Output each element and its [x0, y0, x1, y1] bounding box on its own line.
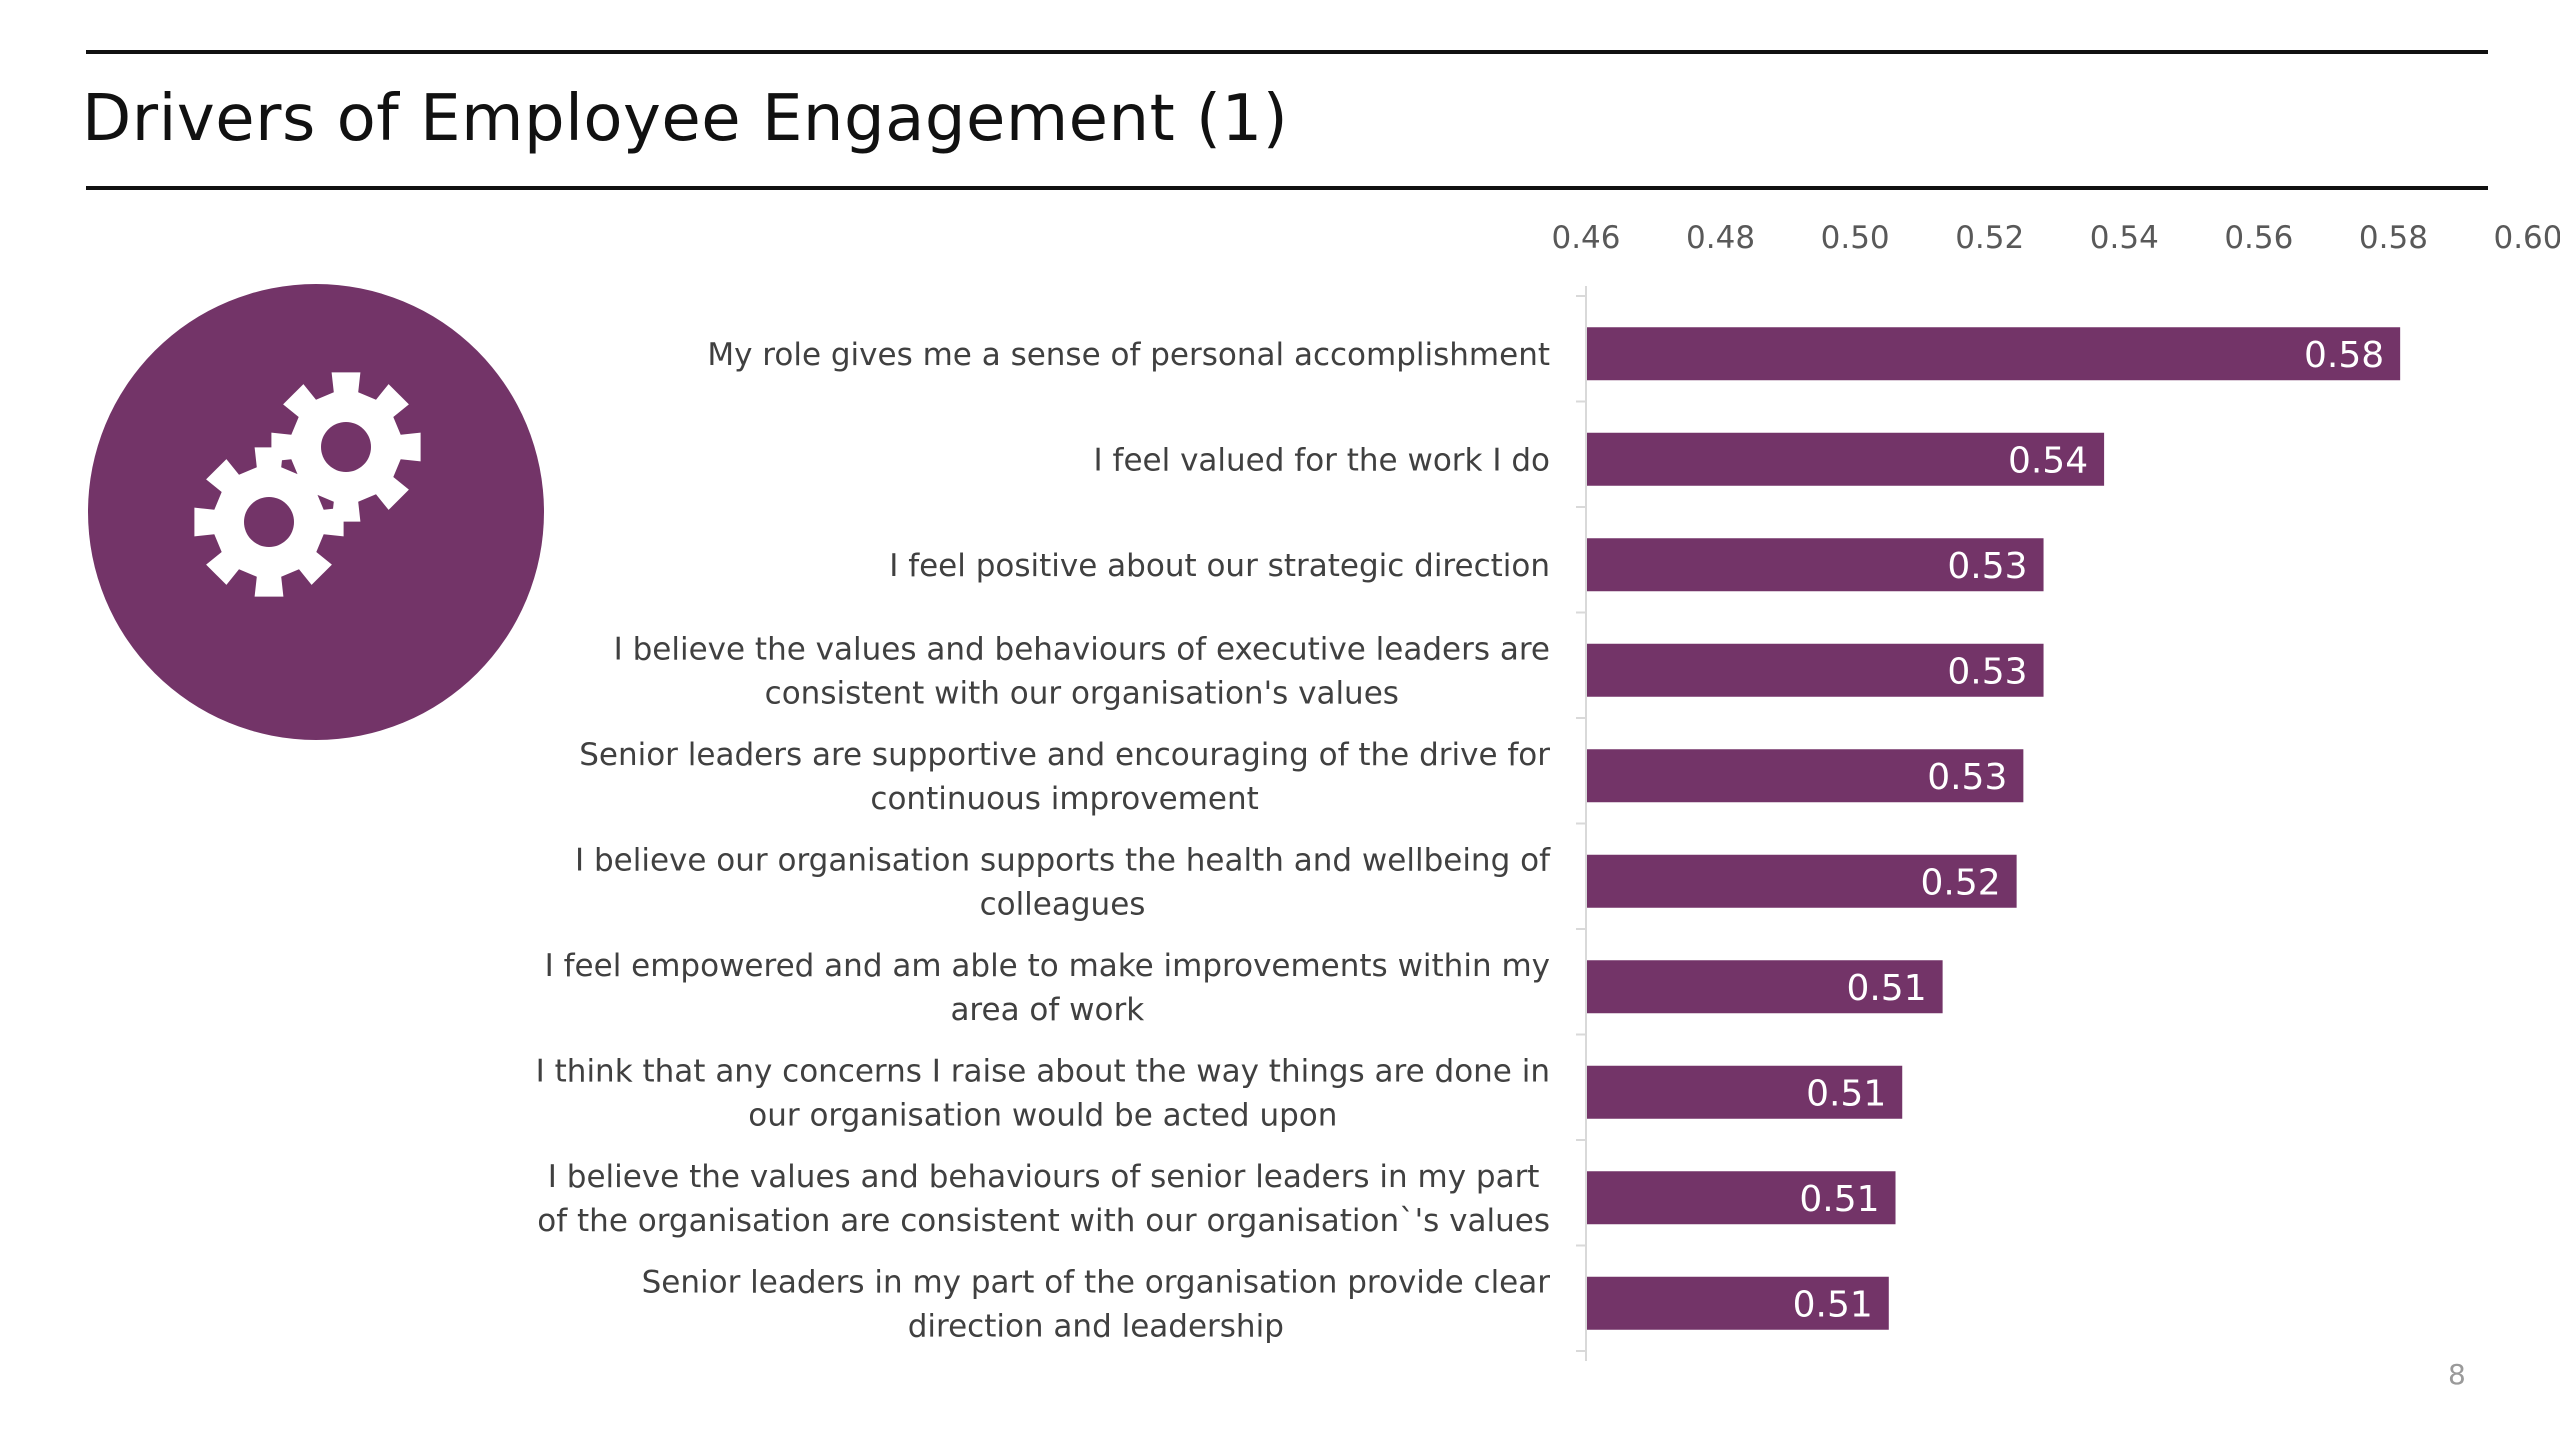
category-label: Senior leaders are supportive and encour…	[579, 737, 1550, 817]
category-label-line: Senior leaders are supportive and encour…	[579, 737, 1550, 773]
category-label-line: consistent with our organisation's value…	[765, 675, 1399, 711]
page-title: Drivers of Employee Engagement (1)	[82, 82, 1289, 156]
top-rule	[86, 50, 2488, 54]
bar-data-label: 0.58	[2304, 335, 2384, 376]
gears-icon-graphic	[194, 372, 421, 597]
category-label-line: I feel valued for the work I do	[1094, 442, 1550, 478]
bar-data-label: 0.53	[1947, 651, 2027, 692]
bar	[1587, 749, 2024, 803]
bar-data-label: 0.53	[1947, 546, 2027, 587]
category-label-line: I believe the values and behaviours of s…	[548, 1159, 1540, 1195]
category-label-line: I believe the values and behaviours of e…	[614, 631, 1550, 667]
bar	[1587, 1276, 1889, 1330]
bars: 0.58 0.54 0.53 0.53 0.53 0.52 0.51 0.51 0.51 0.51	[1587, 327, 2401, 1330]
category-label: I believe the values and behaviours of e…	[614, 631, 1550, 711]
category-label: I believe the values and behaviours of s…	[537, 1159, 1550, 1239]
category-label-line: I feel empowered and am able to make imp…	[545, 948, 1550, 984]
bar	[1587, 1065, 1903, 1119]
bar-data-label: 0.51	[1846, 968, 1926, 1009]
category-label: Senior leaders in my part of the organis…	[642, 1264, 1551, 1344]
bar	[1587, 854, 2017, 908]
category-label-line: our organisation would be acted upon	[748, 1097, 1337, 1133]
category-label-line: I feel positive about our strategic dire…	[889, 548, 1550, 584]
category-label: I feel empowered and am able to make imp…	[545, 948, 1550, 1028]
category-label: I feel valued for the work I do	[1094, 442, 1550, 478]
gear-small-icon	[194, 447, 344, 597]
bar	[1587, 960, 1943, 1014]
category-label-line: area of work	[950, 992, 1144, 1028]
category-label-line: Senior leaders in my part of the organis…	[642, 1264, 1551, 1300]
bar	[1587, 538, 2044, 592]
x-tick-label: 0.46	[1551, 220, 1620, 256]
x-tick-label: 0.54	[2090, 220, 2159, 256]
bar-data-label: 0.51	[1799, 1179, 1879, 1220]
category-label-line: I think that any concerns I raise about …	[536, 1053, 1550, 1089]
category-label-line: direction and leadership	[908, 1308, 1284, 1344]
category-label-line: of the organisation are consistent with …	[537, 1203, 1550, 1239]
bar-data-label: 0.51	[1793, 1284, 1873, 1325]
category-label: I believe our organisation supports the …	[575, 842, 1551, 922]
x-tick-label: 0.50	[1821, 220, 1890, 256]
gear-hole	[244, 497, 294, 547]
title-underline	[86, 186, 2488, 190]
bar-data-label: 0.51	[1806, 1073, 1886, 1114]
bar	[1587, 432, 2105, 486]
page-number: 8	[2448, 1358, 2466, 1391]
x-tick-label: 0.56	[2224, 220, 2293, 256]
bar	[1587, 327, 2401, 381]
category-labels: My role gives me a sense of personal acc…	[536, 337, 1551, 1345]
category-label: My role gives me a sense of personal acc…	[707, 337, 1550, 373]
gears-icon	[88, 284, 544, 740]
category-label-line: continuous improvement	[870, 781, 1258, 817]
bar	[1587, 1171, 1896, 1225]
bar-data-label: 0.53	[1927, 757, 2007, 798]
bar-data-label: 0.52	[1920, 862, 2000, 903]
x-tick-label: 0.58	[2359, 220, 2428, 256]
category-label-line: colleagues	[980, 886, 1146, 922]
category-label: I think that any concerns I raise about …	[536, 1053, 1550, 1133]
bar-data-label: 0.54	[2008, 440, 2088, 481]
bar	[1587, 643, 2044, 697]
x-tick-label: 0.60	[2493, 220, 2560, 256]
category-label: I feel positive about our strategic dire…	[889, 548, 1550, 584]
x-tick-label: 0.48	[1686, 220, 1755, 256]
x-tick-label: 0.52	[1955, 220, 2024, 256]
gear-hole	[321, 422, 371, 472]
x-axis-ticks: 0.46 0.48 0.50 0.52 0.54 0.56 0.58 0.60	[1551, 220, 2560, 256]
category-label-line: I believe our organisation supports the …	[575, 842, 1551, 878]
category-label-line: My role gives me a sense of personal acc…	[707, 337, 1550, 373]
